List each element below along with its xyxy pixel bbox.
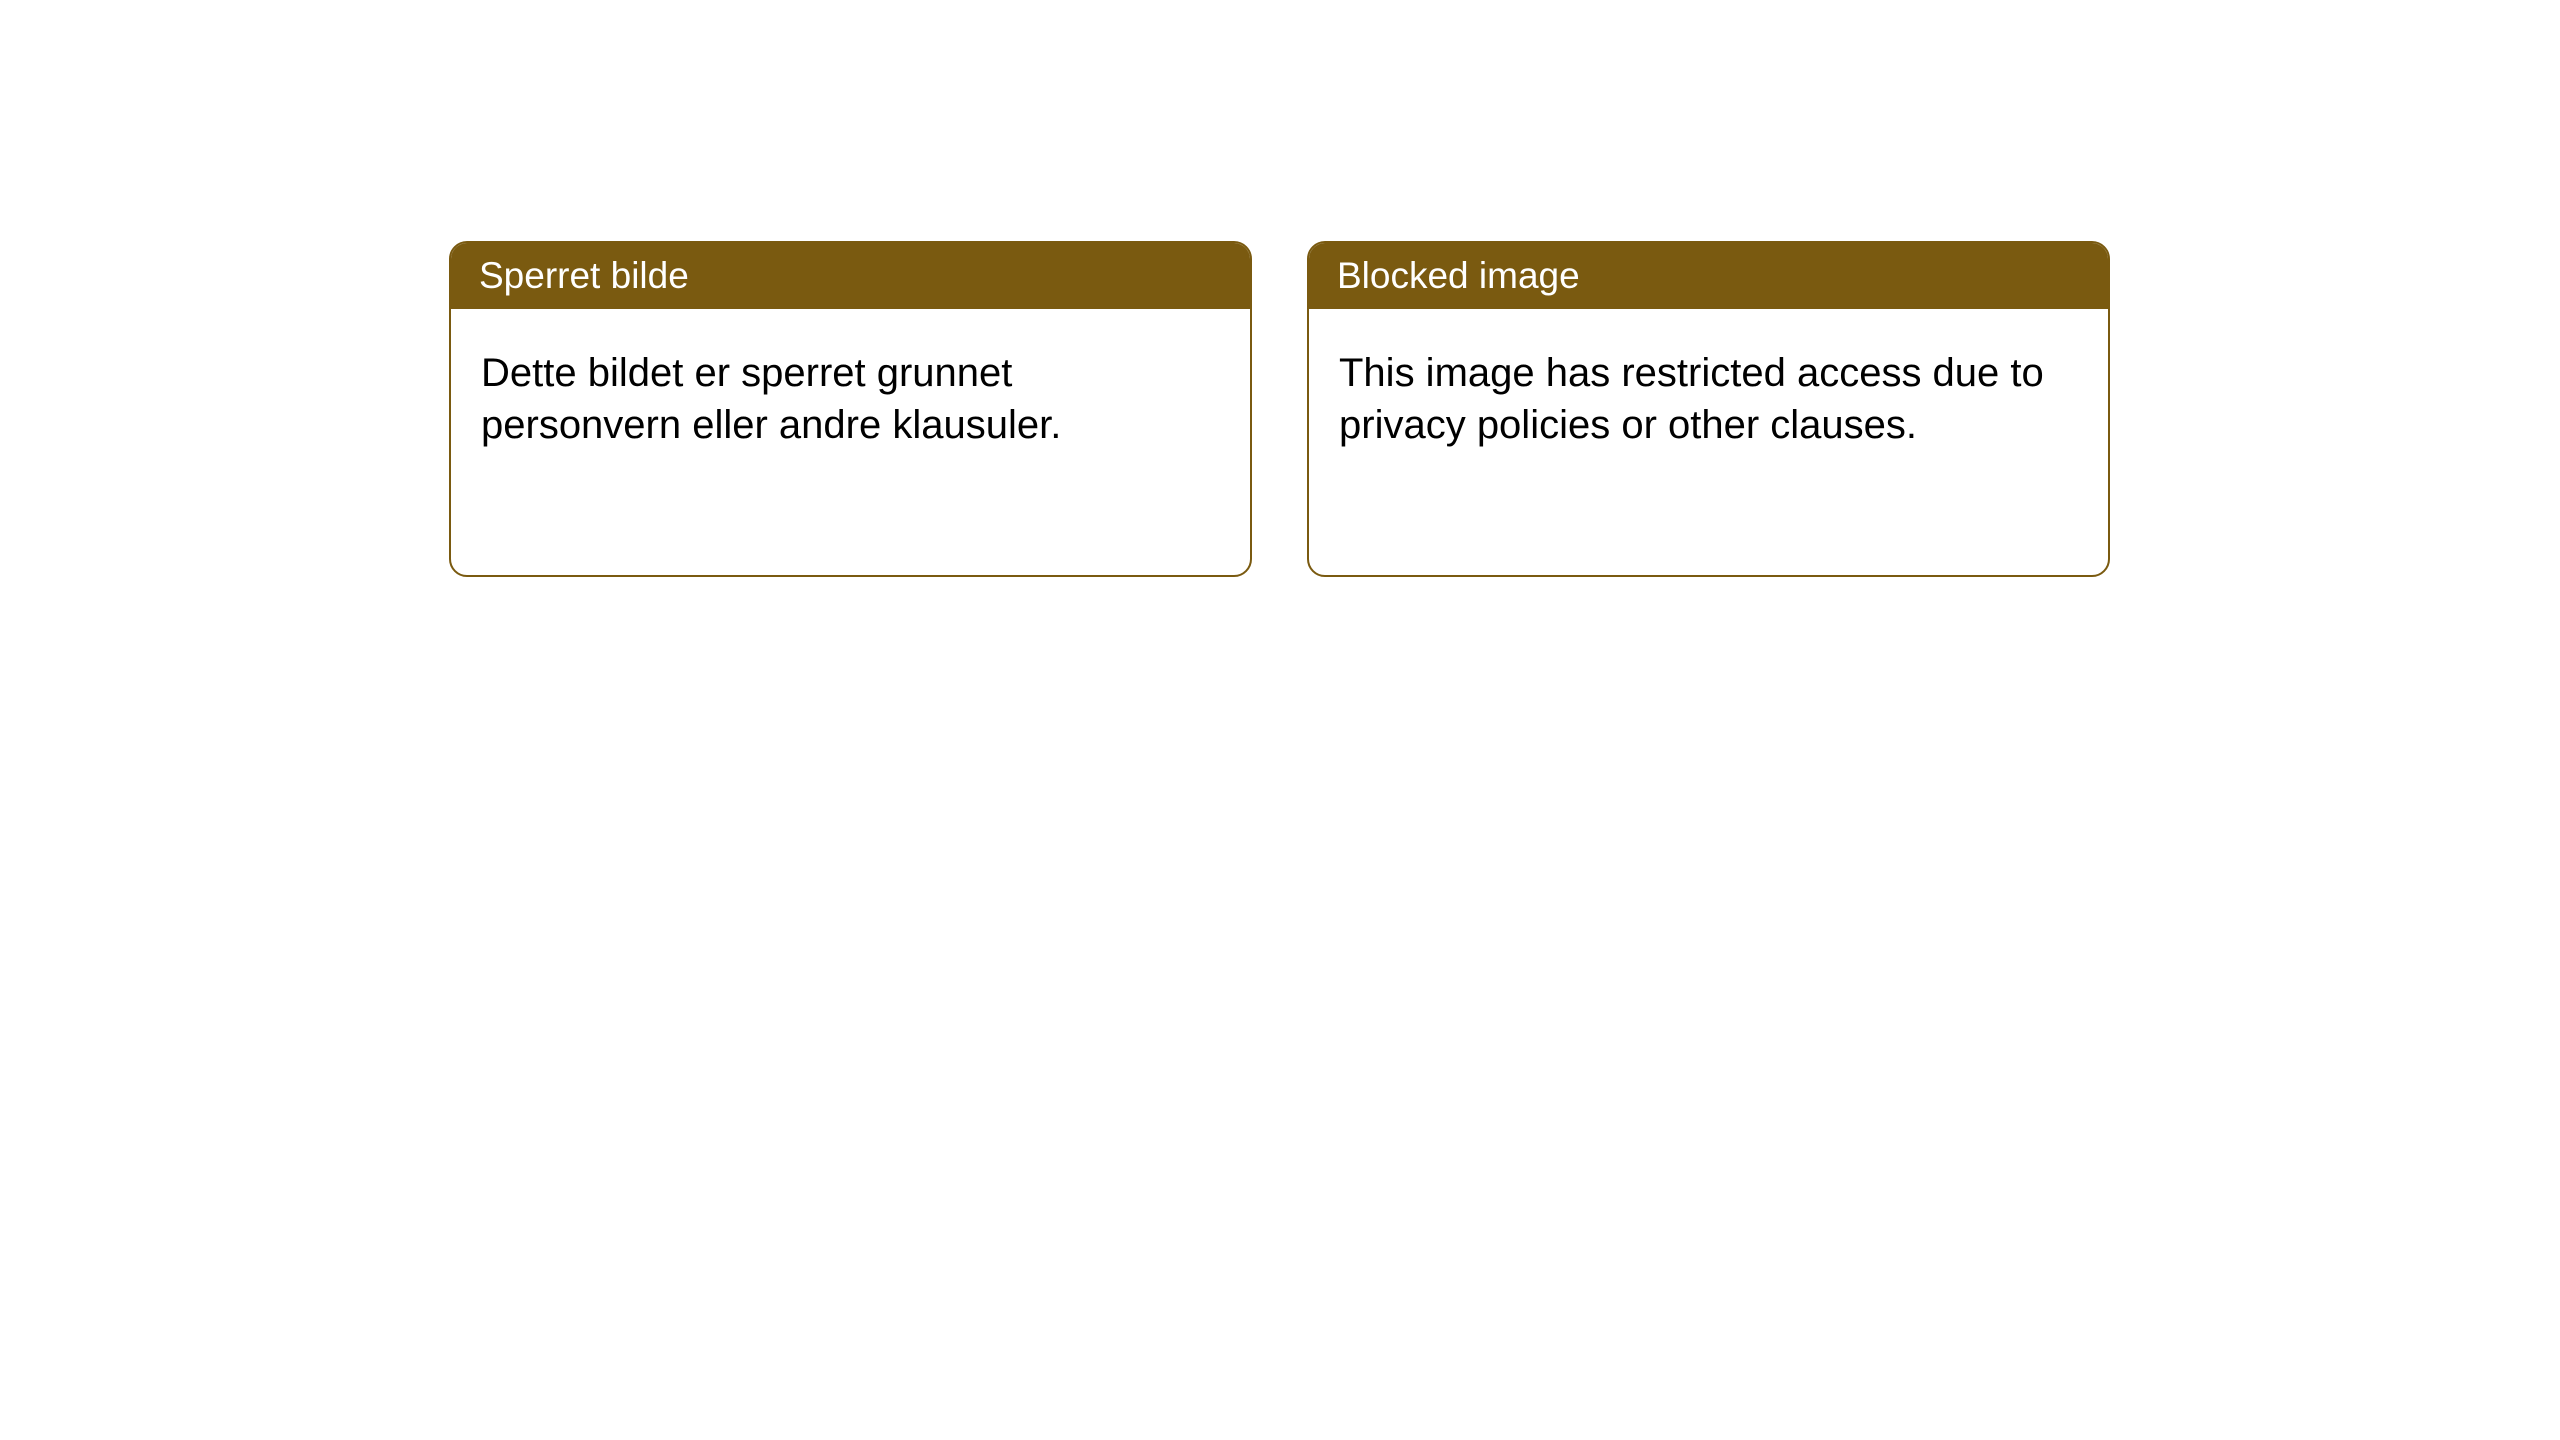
notice-card-en: Blocked image This image has restricted … <box>1307 241 2110 577</box>
notice-body-en: This image has restricted access due to … <box>1309 309 2108 489</box>
notice-cards-container: Sperret bilde Dette bildet er sperret gr… <box>449 241 2110 577</box>
notice-header-no: Sperret bilde <box>451 243 1250 309</box>
notice-header-en: Blocked image <box>1309 243 2108 309</box>
notice-card-no: Sperret bilde Dette bildet er sperret gr… <box>449 241 1252 577</box>
notice-body-no: Dette bildet er sperret grunnet personve… <box>451 309 1250 489</box>
